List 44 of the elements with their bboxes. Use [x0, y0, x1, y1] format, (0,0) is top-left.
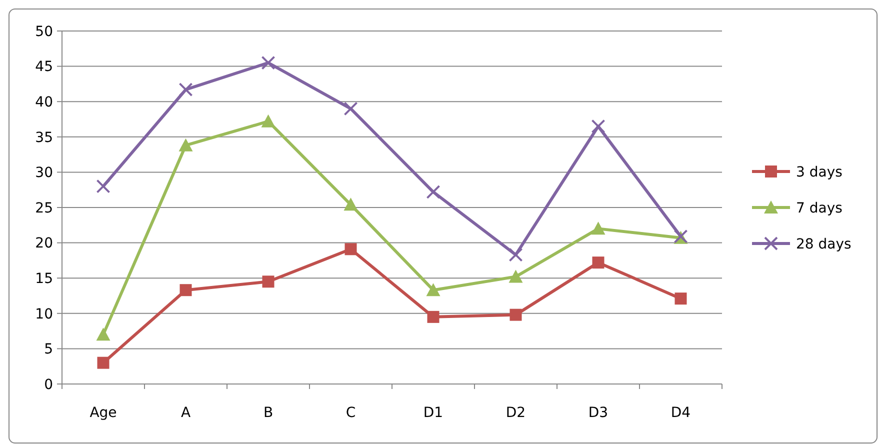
x-tick-label: D2 [506, 405, 526, 421]
y-tick-label: 35 [35, 130, 53, 146]
point [591, 222, 606, 235]
y-tick-label: 40 [35, 94, 53, 110]
point [262, 276, 274, 288]
point [180, 284, 192, 296]
y-tick-label: 15 [35, 271, 53, 287]
x-tick-label: D4 [670, 405, 691, 421]
y-tick-label: 5 [44, 342, 53, 358]
point [508, 270, 523, 283]
point [510, 308, 522, 321]
x-tick-label: D3 [588, 405, 608, 421]
point [96, 179, 110, 194]
point [178, 138, 193, 152]
point [344, 198, 358, 211]
point [261, 114, 276, 128]
y-tick-label: 20 [35, 236, 53, 252]
point [97, 356, 110, 369]
point [344, 102, 358, 116]
point [426, 184, 440, 199]
point [508, 248, 523, 262]
y-tick-label: 10 [35, 306, 53, 322]
point [178, 82, 193, 97]
x-tick-label: D1 [423, 405, 444, 421]
x-tick-label: B [263, 405, 274, 421]
y-tick-label: 0 [44, 376, 53, 393]
point [426, 283, 440, 296]
y-tick-label: 30 [35, 165, 53, 182]
point [674, 292, 687, 305]
y-tick-label: 25 [35, 200, 53, 216]
legend-label: 7 days [796, 200, 842, 216]
y-tick-label: 50 [35, 24, 53, 40]
x-tick-label: Age [90, 405, 117, 421]
y-tick-label: 45 [35, 59, 53, 76]
point [96, 328, 110, 341]
x-tick-label: A [180, 405, 191, 421]
point [344, 243, 357, 256]
legend-label: 3 days [796, 164, 842, 180]
point [261, 56, 276, 70]
point [591, 119, 606, 134]
point [592, 256, 604, 269]
point [427, 310, 440, 323]
x-tick-label: C [346, 405, 356, 421]
legend-label: 28 days [796, 236, 852, 252]
